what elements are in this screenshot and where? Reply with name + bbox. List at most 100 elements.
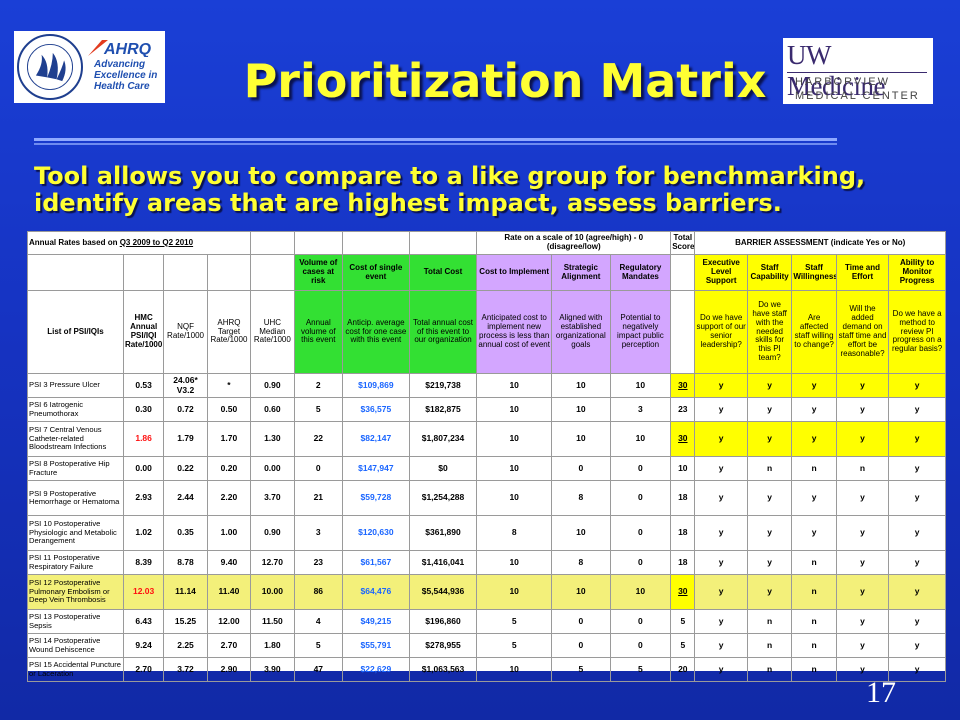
row-volume: 2 [293,373,344,398]
row-nqf: 2.25 [163,633,208,658]
row-score: 5 [670,633,696,658]
row-strategic: 8 [551,550,611,575]
row-hmc: 8.39 [122,550,165,575]
row-regulatory: 0 [609,609,672,634]
row-single-cost: $61,567 [342,550,410,575]
row-name: PSI 15 Accidental Puncture or Laceration [27,657,124,682]
row-cost-implement: 10 [476,421,553,457]
row-hmc: 2.93 [122,480,165,516]
row-regulatory: 0 [609,456,672,481]
table-row: PSI 6 Iatrogenic Pneumothorax 0.30 0.72 … [27,397,946,422]
header-list: List of PSI/IQIs [27,290,124,374]
row-volume: 5 [293,633,344,658]
row-staff-cap: n [746,657,793,682]
desc-single-cost: Anticip. average cost for one case with … [342,290,410,374]
row-staff-cap: y [746,574,793,610]
row-strategic: 5 [551,657,611,682]
row-name: PSI 12 Postoperative Pulmonary Embolism … [27,574,124,610]
row-time: y [835,373,890,398]
row-total-cost: $1,254,288 [408,480,478,516]
row-hmc: 12.03 [122,574,165,610]
row-single-cost: $147,947 [342,456,410,481]
row-staff-will: n [791,609,837,634]
row-nqf: 3.72 [163,657,208,682]
row-time: y [835,657,890,682]
row-strategic: 0 [551,609,611,634]
row-nqf: 0.22 [163,456,208,481]
header-regulatory: Regulatory Mandates [609,254,672,291]
row-exec: y [694,373,748,398]
row-staff-will: y [791,373,837,398]
row-score: 23 [670,397,696,422]
row-staff-cap: n [746,456,793,481]
row-hmc: 0.30 [122,397,165,422]
row-hmc: 9.24 [122,633,165,658]
ahrq-line-1: Advancing [94,59,146,70]
row-volume: 4 [293,609,344,634]
title-underline-shadow [34,143,837,145]
row-volume: 86 [293,574,344,610]
row-regulatory: 0 [609,515,672,551]
row-cost-implement: 10 [476,574,553,610]
row-name: PSI 10 Postoperative Physiologic and Met… [27,515,124,551]
row-total-cost: $196,860 [408,609,478,634]
uw-medicine-logo: UW Medicine HARBORVIEW MEDICAL CENTER [783,38,933,104]
row-single-cost: $109,869 [342,373,410,398]
row-single-cost: $120,630 [342,515,410,551]
row-score: 18 [670,515,696,551]
row-total-cost: $1,063,563 [408,657,478,682]
row-ability: y [888,515,946,551]
row-cost-implement: 10 [476,480,553,516]
header-nqf: NQF Rate/1000 [163,290,208,374]
row-ahrq: 11.40 [206,574,252,610]
row-ability: y [888,609,946,634]
title-underline [34,138,837,141]
row-volume: 3 [293,515,344,551]
row-ahrq: 1.00 [206,515,252,551]
row-total-cost: $182,875 [408,397,478,422]
row-total-cost: $219,738 [408,373,478,398]
row-regulatory: 3 [609,397,672,422]
row-regulatory: 0 [609,550,672,575]
row-ability: y [888,456,946,481]
row-time: y [835,397,890,422]
row-strategic: 10 [551,373,611,398]
row-name: PSI 6 Iatrogenic Pneumothorax [27,397,124,422]
ahrq-tagline: Advancing Excellence in Health Care [94,59,157,92]
uw-logo-divider [787,72,927,73]
row-staff-will: n [791,550,837,575]
total-score-header: Total Score [670,231,696,255]
row-single-cost: $59,728 [342,480,410,516]
header-ahrq: AHRQ Target Rate/1000 [206,290,252,374]
desc-strategic: Aligned with established organizational … [551,290,611,374]
row-strategic: 8 [551,480,611,516]
row-uhc: 1.80 [250,633,295,658]
row-exec: y [694,421,748,457]
row-uhc: 11.50 [250,609,295,634]
row-nqf: 1.79 [163,421,208,457]
row-hmc: 1.86 [122,421,165,457]
row-ability: y [888,633,946,658]
row-hmc: 2.70 [122,657,165,682]
row-ahrq: 9.40 [206,550,252,575]
header-hmc: HMC Annual PSI/IQI Rate/1000 [122,290,165,374]
row-ability: y [888,421,946,457]
row-total-cost: $5,544,936 [408,574,478,610]
row-score: 20 [670,657,696,682]
row-exec: y [694,574,748,610]
uw-medicine-wordmark: UW Medicine [787,40,885,101]
row-cost-implement: 10 [476,550,553,575]
ahrq-line-3: Health Care [94,81,150,92]
row-exec: y [694,397,748,422]
row-ahrq: 2.90 [206,657,252,682]
row-staff-cap: y [746,373,793,398]
prioritization-matrix: Annual Rates based on Q3 2009 to Q2 2010… [26,231,946,682]
row-ahrq: 0.20 [206,456,252,481]
row-nqf: 2.44 [163,480,208,516]
row-regulatory: 10 [609,421,672,457]
row-staff-cap: y [746,515,793,551]
desc-total-cost: Total annual cost of this event to our o… [408,290,478,374]
row-cost-implement: 10 [476,373,553,398]
row-time: y [835,421,890,457]
matrix-table: Annual Rates based on Q3 2009 to Q2 2010… [26,231,946,682]
